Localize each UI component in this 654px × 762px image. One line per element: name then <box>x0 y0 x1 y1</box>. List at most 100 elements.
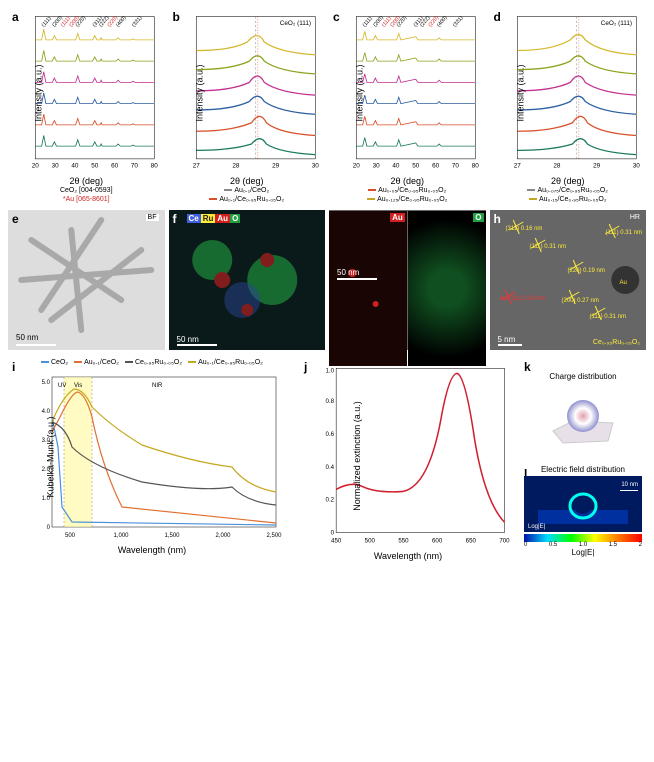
colorbar-wrap: 00.51.01.52 Log|E| <box>520 534 646 557</box>
leg-b2: Au₀.₁/Ce₀.₉₅Ru₀.₀₅O₂ <box>219 196 284 203</box>
panel-f-elements: CeRuAuO <box>187 214 241 223</box>
panel-d: d Intensity (a.u.) CeO₂ (111) <box>490 8 647 204</box>
panel-h-scalebar <box>498 344 522 346</box>
panel-g-scalebar <box>337 278 377 280</box>
svg-text:20: 20 <box>32 162 40 169</box>
figure-container: a Intensity (a.u.) (111) (200) (220) (31… <box>0 0 654 569</box>
au-ref: *Au [065-8601] <box>8 195 165 204</box>
panel-c: c Intensity (a.u.) (111) (200) (220) (31… <box>329 8 486 204</box>
svg-text:29: 29 <box>272 162 280 169</box>
leg-d2: Au₀.₁₅/Ce₀.₉₅Ru₀.₀₅O₂ <box>539 196 607 203</box>
row-3: i CeO₂Au₀.₁/CeO₂Ce₀.₉₅Ru₀.₀₅O₂Au₀.₁/Ce₀.… <box>8 358 646 561</box>
leg-b1: Au₀.₁/CeO₂ <box>234 187 269 194</box>
svg-text:30: 30 <box>373 162 381 169</box>
row-1: a Intensity (a.u.) (111) (200) (220) (31… <box>8 8 646 204</box>
svg-text:30: 30 <box>52 162 60 169</box>
svg-text:29: 29 <box>593 162 601 169</box>
svg-text:700: 700 <box>499 538 510 545</box>
hrtem-annotation: (111) 0.31 nm <box>590 314 626 320</box>
panel-c-legend: Au₀.₀₅/Ce₀.₉₅Ru₀.₀₅O₂ Au₀.₁₂₅/Ce₀.₉₅Ru₀.… <box>329 186 486 204</box>
svg-text:500: 500 <box>65 533 76 539</box>
panel-l: l Electric field distribution 10 nm Log|… <box>520 465 646 561</box>
panel-d-legend: Au₀.₀₇₅/Ce₀.₉₅Ru₀.₀₅O₂ Au₀.₁₅/Ce₀.₉₅Ru₀.… <box>490 186 647 204</box>
logE-outer: Log|E| <box>524 548 642 557</box>
svg-text:28: 28 <box>553 162 561 169</box>
svg-text:70: 70 <box>452 162 460 169</box>
hr-tag: HR <box>630 214 640 221</box>
svg-text:0: 0 <box>331 530 335 537</box>
svg-text:NIR: NIR <box>152 383 163 389</box>
svg-text:60: 60 <box>111 162 119 169</box>
svg-text:4.0: 4.0 <box>42 409 51 415</box>
panel-k-label: k <box>524 360 531 374</box>
svg-text:5.0: 5.0 <box>42 380 51 386</box>
panel-j: j Normalized extinction (a.u.) 450500550… <box>300 358 516 561</box>
svg-text:(331): (331) <box>452 15 465 29</box>
panel-h: h HR (311) 0.16 nm(111) 0.31 nm(220) 0.1… <box>490 210 647 350</box>
svg-text:50: 50 <box>91 162 99 169</box>
panel-d-ylabel: Intensity (a.u.) <box>515 64 525 121</box>
panel-a: a Intensity (a.u.) (111) (200) (220) (31… <box>8 8 165 204</box>
panel-j-ylabel: Normalized extinction (a.u.) <box>352 401 362 511</box>
panel-i-ylabel: Kubelka-Munk (a.u.) <box>46 417 56 498</box>
panel-j-svg: 450500550600650700 00.20.40.60.81.0 <box>300 358 516 553</box>
panel-f: f CeRuAuO 50 nm <box>169 210 326 350</box>
svg-text:CeO₂ (111): CeO₂ (111) <box>600 20 631 27</box>
svg-text:60: 60 <box>432 162 440 169</box>
panel-c-chart: Intensity (a.u.) (111) (200) (220) (311)… <box>329 8 486 178</box>
svg-text:550: 550 <box>398 538 409 545</box>
svg-text:50: 50 <box>412 162 420 169</box>
bf-tag: BF <box>146 214 159 221</box>
svg-text:27: 27 <box>192 162 200 169</box>
panel-h-bottom: Ce₀.₉₅Ru₀.₀₅O₂ <box>593 339 640 346</box>
tem-bf-svg <box>8 210 165 350</box>
svg-text:(111): (111) <box>41 16 53 29</box>
hrtem-annotation: Au <box>620 280 627 286</box>
svg-text:70: 70 <box>131 162 139 169</box>
row-2: e BF 50 nm f CeRuAuO <box>8 210 646 350</box>
svg-text:600: 600 <box>432 538 443 545</box>
panel-k-title: Charge distribution <box>520 372 646 381</box>
legend-item: Ce₀.₉₅Ru₀.₀₅O₂ <box>125 358 182 367</box>
hrtem-annotation: (220) 0.19 nm <box>568 268 605 274</box>
panel-f-scalebar <box>177 344 217 346</box>
colorbar-tick: 1.5 <box>609 542 617 548</box>
panel-e: e BF 50 nm <box>8 210 165 350</box>
svg-text:0.2: 0.2 <box>326 497 335 504</box>
svg-text:(111): (111) <box>362 16 374 29</box>
legend-item: Au₀.₁/Ce₀.₉₅Ru₀.₀₅O₂ <box>188 358 263 367</box>
panel-k: k Charge distribution <box>520 358 646 461</box>
svg-text:(400): (400) <box>436 15 449 29</box>
svg-text:(331): (331) <box>131 15 144 29</box>
eds-overlay-svg <box>169 210 326 350</box>
svg-text:0.6: 0.6 <box>326 431 335 438</box>
colorbar-tick: 0 <box>524 542 527 548</box>
panel-g: g Ce Ru Au O 50 nm <box>329 210 486 350</box>
leg-c1: Au₀.₀₅/Ce₀.₉₅Ru₀.₀₅O₂ <box>378 187 446 194</box>
svg-text:27: 27 <box>513 162 521 169</box>
panel-b-legend: Au₀.₁/CeO₂ Au₀.₁/Ce₀.₉₅Ru₀.₀₅O₂ <box>169 186 326 204</box>
svg-text:2,500: 2,500 <box>266 533 282 539</box>
leg-c2: Au₀.₁₂₅/Ce₀.₉₅Ru₀.₀₅O₂ <box>377 196 447 203</box>
legend-item: Au₀.₁/CeO₂ <box>74 358 119 367</box>
svg-text:40: 40 <box>392 162 400 169</box>
panel-e-scaletext: 50 nm <box>16 333 38 342</box>
panel-b-top: CeO₂ (111) <box>279 20 310 27</box>
panel-c-ylabel: Intensity (a.u.) <box>355 64 365 121</box>
svg-text:30: 30 <box>632 162 640 169</box>
hrtem-annotation: Au (111) 0.24 nm <box>500 296 545 302</box>
svg-text:1.0: 1.0 <box>326 368 335 375</box>
panel-l-title: Electric field distribution <box>520 465 646 474</box>
leg-d1: Au₀.₀₇₅/Ce₀.₉₅Ru₀.₀₅O₂ <box>537 187 608 194</box>
panel-f-scaletext: 50 nm <box>177 335 199 344</box>
panel-b-ylabel: Intensity (a.u.) <box>194 64 204 121</box>
svg-text:2,000: 2,000 <box>215 533 231 539</box>
panel-kl-col: k Charge distribution l Electric field d… <box>520 358 646 561</box>
svg-text:40: 40 <box>71 162 79 169</box>
colorbar-tick: 2 <box>639 542 642 548</box>
svg-text:30: 30 <box>311 162 319 169</box>
svg-text:650: 650 <box>466 538 477 545</box>
svg-text:500: 500 <box>365 538 376 545</box>
panel-b-chart: Intensity (a.u.) CeO₂ (111) 27 28 29 30 <box>169 8 326 178</box>
svg-text:28: 28 <box>232 162 240 169</box>
